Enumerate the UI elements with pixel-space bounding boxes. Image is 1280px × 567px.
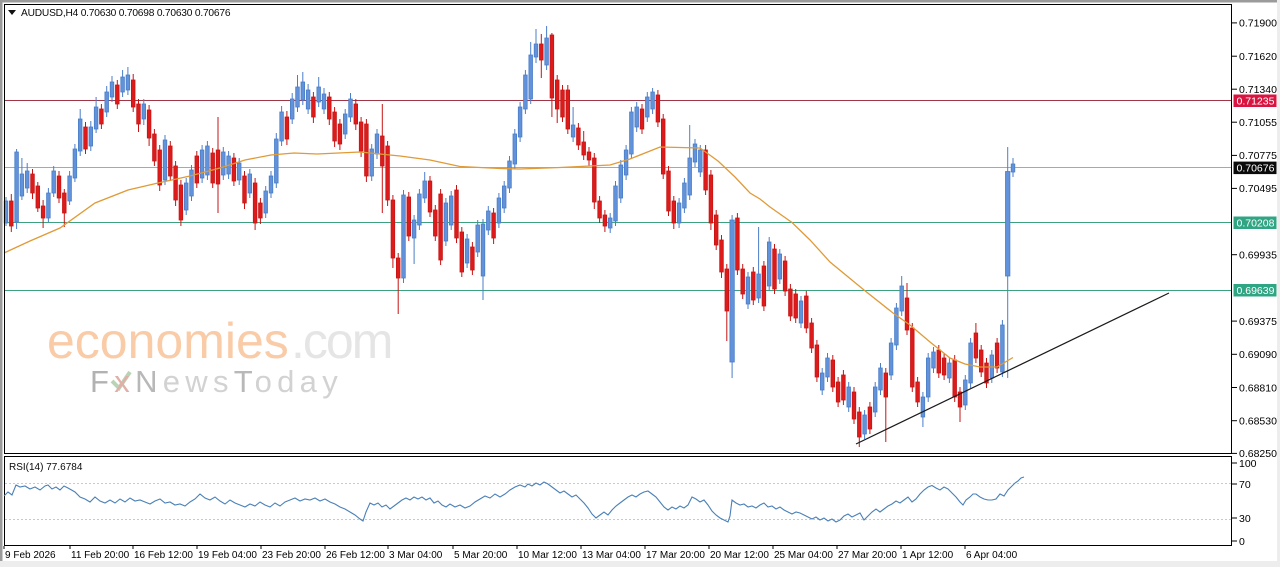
svg-text:0.71055: 0.71055 bbox=[1239, 117, 1277, 129]
svg-text:26 Feb 12:00: 26 Feb 12:00 bbox=[326, 550, 385, 561]
svg-text:13 Mar 04:00: 13 Mar 04:00 bbox=[582, 550, 641, 561]
svg-text:70: 70 bbox=[1239, 479, 1251, 491]
svg-text:0.70676: 0.70676 bbox=[1237, 163, 1275, 175]
svg-text:1 Apr 12:00: 1 Apr 12:00 bbox=[902, 550, 954, 561]
svg-text:0.71235: 0.71235 bbox=[1237, 96, 1275, 108]
svg-text:0.68530: 0.68530 bbox=[1239, 416, 1277, 428]
svg-text:5 Mar 20:00: 5 Mar 20:00 bbox=[454, 550, 508, 561]
svg-text:0.69090: 0.69090 bbox=[1239, 349, 1277, 361]
svg-text:RSI(14) 77.6784: RSI(14) 77.6784 bbox=[9, 462, 83, 473]
svg-text:0.69935: 0.69935 bbox=[1239, 250, 1277, 262]
svg-text:0.71900: 0.71900 bbox=[1239, 18, 1277, 30]
svg-text:25 Mar 04:00: 25 Mar 04:00 bbox=[774, 550, 833, 561]
svg-text:0.68250: 0.68250 bbox=[1239, 448, 1277, 460]
svg-text:0.69639: 0.69639 bbox=[1237, 285, 1275, 297]
svg-text:3 Mar 04:00: 3 Mar 04:00 bbox=[389, 550, 443, 561]
svg-text:.com: .com bbox=[291, 313, 391, 369]
svg-text:0.70775: 0.70775 bbox=[1239, 150, 1277, 162]
svg-text:0.68810: 0.68810 bbox=[1239, 382, 1277, 394]
svg-text:17 Mar 20:00: 17 Mar 20:00 bbox=[646, 550, 705, 561]
svg-text:0: 0 bbox=[1239, 536, 1245, 548]
svg-text:FxNewsToday: FxNewsToday bbox=[90, 364, 343, 399]
svg-text:0.71620: 0.71620 bbox=[1239, 51, 1277, 63]
svg-text:0.69375: 0.69375 bbox=[1239, 316, 1277, 328]
svg-text:27 Mar 20:00: 27 Mar 20:00 bbox=[838, 550, 897, 561]
svg-text:23 Feb 20:00: 23 Feb 20:00 bbox=[262, 550, 321, 561]
svg-text:economies: economies bbox=[47, 313, 289, 369]
svg-text:19 Feb 04:00: 19 Feb 04:00 bbox=[198, 550, 257, 561]
svg-text:AUDUSD,H4 0.70630 0.70698 0.7: AUDUSD,H4 0.70630 0.70698 0.70630 0.7067… bbox=[21, 8, 231, 19]
svg-text:16 Feb 12:00: 16 Feb 12:00 bbox=[134, 550, 193, 561]
svg-text:6 Apr 04:00: 6 Apr 04:00 bbox=[966, 550, 1018, 561]
svg-text:0.70208: 0.70208 bbox=[1237, 218, 1275, 230]
svg-text:100: 100 bbox=[1239, 458, 1257, 470]
svg-text:30: 30 bbox=[1239, 513, 1251, 525]
svg-text:9 Feb 2026: 9 Feb 2026 bbox=[5, 550, 56, 561]
svg-text:10 Mar 12:00: 10 Mar 12:00 bbox=[518, 550, 577, 561]
svg-text:0.70495: 0.70495 bbox=[1239, 183, 1277, 195]
svg-text:20 Mar 12:00: 20 Mar 12:00 bbox=[710, 550, 769, 561]
svg-text:0.71340: 0.71340 bbox=[1239, 84, 1277, 96]
svg-text:11 Feb 20:00: 11 Feb 20:00 bbox=[71, 550, 130, 561]
